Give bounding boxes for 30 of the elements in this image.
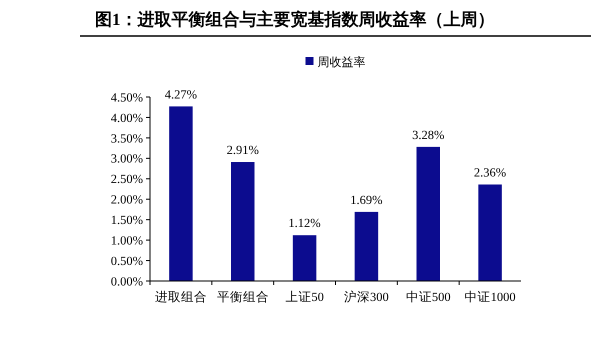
y-tick-label: 3.50% <box>110 131 143 146</box>
data-label: 1.12% <box>288 216 321 230</box>
data-label: 1.69% <box>350 192 383 207</box>
legend-label: 周收益率 <box>318 55 366 70</box>
bar <box>169 106 193 281</box>
y-tick-label: 1.00% <box>110 233 143 248</box>
x-tick-label: 平衡组合 <box>216 290 269 304</box>
bar <box>292 235 316 281</box>
y-tick-label: 2.00% <box>110 192 143 207</box>
chart-title: 图1：进取平衡组合与主要宽基指数周收益率（上周） <box>95 10 494 29</box>
y-tick-label: 4.00% <box>110 110 143 125</box>
x-tick-label: 沪深300 <box>344 289 389 304</box>
data-label: 2.36% <box>474 166 506 180</box>
bar <box>478 184 502 281</box>
data-label: 3.28% <box>412 128 444 142</box>
y-tick-label: 2.50% <box>110 172 143 186</box>
x-tick-label: 中证1000 <box>464 290 516 304</box>
bar <box>354 212 378 281</box>
x-tick-label: 中证500 <box>406 290 451 304</box>
bar <box>231 162 254 281</box>
y-tick-label: 1.50% <box>110 213 143 228</box>
y-tick-label: 3.00% <box>110 152 143 166</box>
bar <box>416 146 440 281</box>
y-tick-label: 4.50% <box>110 90 143 104</box>
data-label: 2.91% <box>226 143 259 158</box>
y-tick-label: 0.50% <box>110 254 143 268</box>
data-label: 4.27% <box>164 87 198 102</box>
y-tick-label: 0.00% <box>110 274 143 288</box>
x-tick-label: 进取组合 <box>154 290 207 304</box>
x-tick-label: 上证50 <box>285 290 324 304</box>
